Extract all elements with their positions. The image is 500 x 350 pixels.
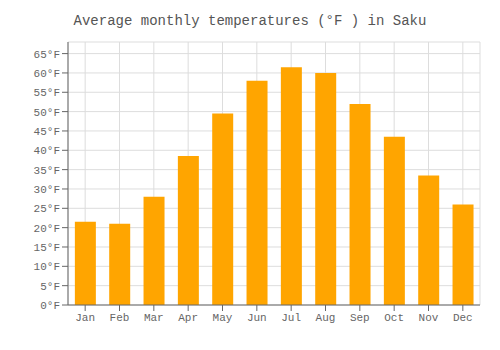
svg-text:25°F: 25°F	[34, 203, 60, 215]
svg-text:30°F: 30°F	[34, 184, 60, 196]
svg-text:50°F: 50°F	[34, 107, 60, 119]
svg-text:Jun: Jun	[247, 312, 267, 324]
svg-text:May: May	[213, 312, 233, 324]
svg-text:10°F: 10°F	[34, 261, 60, 273]
svg-text:15°F: 15°F	[34, 242, 60, 254]
html-text:Average monthly temperatures (: Average monthly temperatures (°F ) in Sa…	[73, 13, 427, 29]
svg-text:65°F: 65°F	[34, 49, 60, 61]
svg-text:20°F: 20°F	[34, 223, 60, 235]
svg-text:Dec: Dec	[453, 312, 473, 324]
svg-text:Jul: Jul	[281, 312, 301, 324]
svg-text:60°F: 60°F	[34, 68, 60, 80]
svg-text:0°F: 0°F	[40, 300, 60, 312]
svg-text:Mar: Mar	[144, 312, 164, 324]
svg-text:Nov: Nov	[419, 312, 439, 324]
svg-text:Sep: Sep	[350, 312, 370, 324]
svg-text:Aug: Aug	[316, 312, 336, 324]
svg-text:45°F: 45°F	[34, 126, 60, 138]
svg-text:5°F: 5°F	[40, 281, 60, 293]
svg-text:Feb: Feb	[110, 312, 130, 324]
svg-text:Apr: Apr	[178, 312, 198, 324]
svg-text:40°F: 40°F	[34, 145, 60, 157]
svg-text:Oct: Oct	[384, 312, 404, 324]
svg-text:Jan: Jan	[75, 312, 95, 324]
svg-text:35°F: 35°F	[34, 165, 60, 177]
svg-text:55°F: 55°F	[34, 87, 60, 99]
